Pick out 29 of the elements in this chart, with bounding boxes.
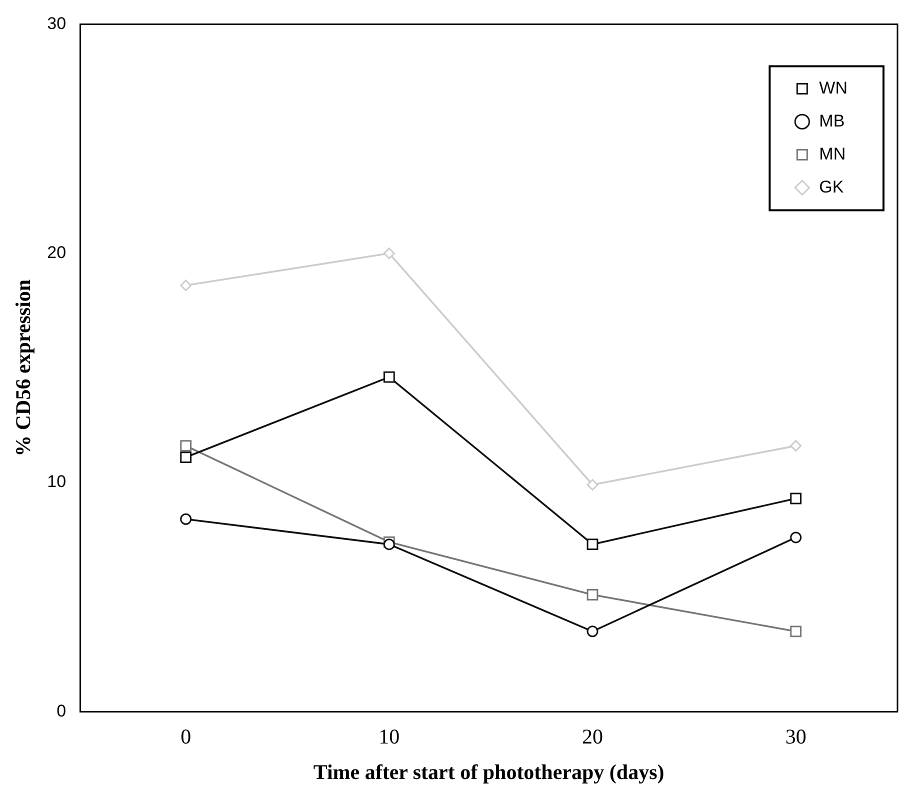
legend-label: MB bbox=[819, 111, 845, 130]
point bbox=[790, 532, 802, 544]
x-axis-title: Time after start of phototherapy (days) bbox=[313, 760, 664, 784]
point bbox=[180, 452, 192, 463]
x-tick-label: 30 bbox=[785, 724, 806, 749]
point bbox=[790, 492, 802, 504]
y-axis-title: % CD56 expression bbox=[11, 279, 36, 456]
point bbox=[383, 538, 395, 550]
point bbox=[790, 626, 802, 638]
point bbox=[383, 248, 395, 260]
point bbox=[586, 479, 598, 491]
x-tick-label: 20 bbox=[582, 724, 604, 749]
point bbox=[586, 589, 598, 600]
legend-label: MN bbox=[819, 144, 846, 164]
x-tick-label: 0 bbox=[180, 724, 192, 749]
y-tick-label: 0 bbox=[56, 701, 66, 720]
point bbox=[586, 626, 598, 638]
legend-label: GK bbox=[819, 177, 844, 196]
point bbox=[180, 513, 192, 525]
point bbox=[586, 538, 598, 550]
point bbox=[383, 371, 395, 383]
y-tick-label: 20 bbox=[47, 243, 66, 262]
x-tick-label: 10 bbox=[378, 724, 400, 749]
point bbox=[180, 440, 192, 452]
legend-label: WN bbox=[819, 78, 848, 98]
point bbox=[180, 280, 192, 292]
point bbox=[790, 440, 802, 452]
y-tick-label: 30 bbox=[47, 14, 66, 33]
y-tick-label: 10 bbox=[47, 472, 66, 492]
